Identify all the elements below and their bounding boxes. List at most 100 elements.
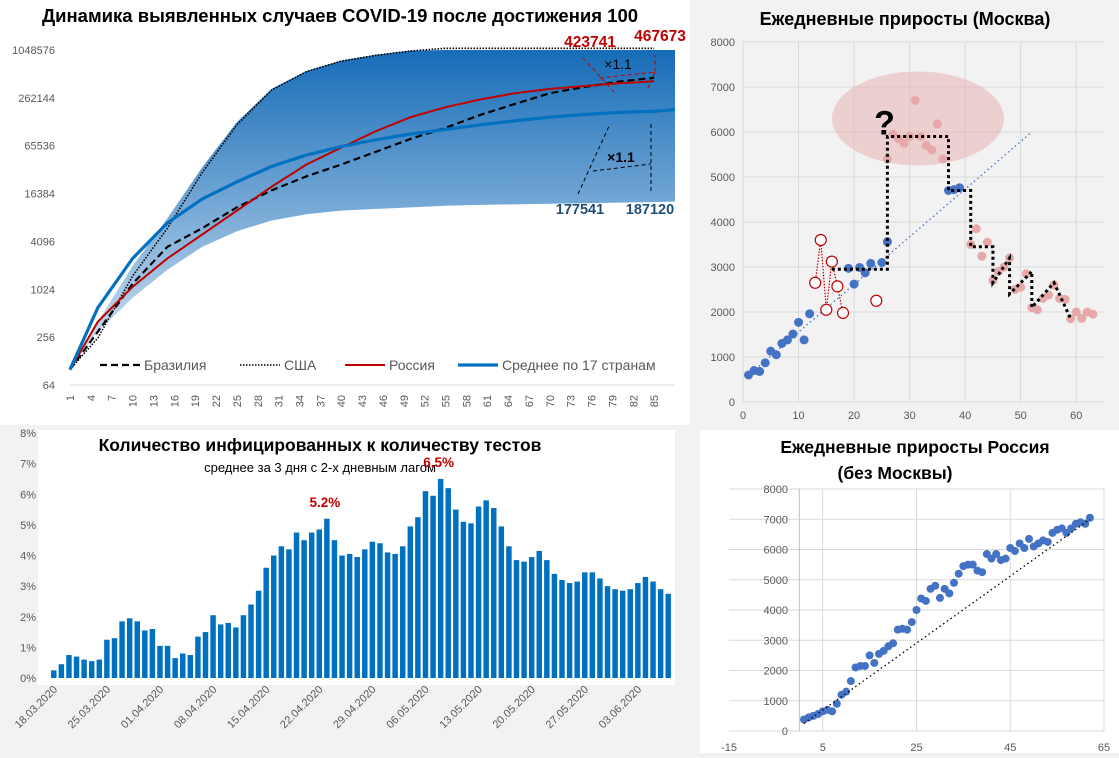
y-tick-label: 5000 xyxy=(711,172,735,184)
data-point xyxy=(1085,513,1094,522)
data-point xyxy=(870,658,879,667)
x-date-label: 25.03.2020 xyxy=(66,684,113,731)
data-point-hollow xyxy=(809,276,822,289)
y-tick-label: 4096 xyxy=(31,236,55,248)
x-tick-label: 65 xyxy=(1098,742,1110,753)
data-point xyxy=(932,119,942,129)
y-tick-label: 4000 xyxy=(764,605,788,617)
moscow-chart: Ежедневные приросты (Москва) 0 1000 2000 30… xyxy=(711,9,1104,422)
bar xyxy=(134,621,140,678)
x-tick-label: 16 xyxy=(169,395,181,407)
y-tick-label: 1000 xyxy=(764,696,788,708)
data-point-hollow xyxy=(836,306,850,319)
data-point-hollow xyxy=(825,255,838,268)
series-line-Бразилия xyxy=(69,76,655,371)
bar xyxy=(164,645,171,678)
data-point xyxy=(865,651,874,660)
bar xyxy=(240,615,247,678)
data-point xyxy=(799,335,809,345)
y-tick-label: 1000 xyxy=(711,352,735,364)
bar xyxy=(331,540,338,678)
x-date-label: 15.04.2020 xyxy=(225,684,272,731)
bar xyxy=(491,508,497,678)
y-tick-label: 65536 xyxy=(24,141,55,153)
x-tick-label: 76 xyxy=(587,395,599,407)
bar xyxy=(324,518,330,678)
growth-chart-panel: Динамика выявленных случаев COVID-19 пос… xyxy=(0,0,690,425)
x-tick-label: 60 xyxy=(1070,410,1082,422)
bar xyxy=(392,553,398,678)
bar xyxy=(460,521,467,678)
y-tick-label: 2% xyxy=(20,612,36,624)
y-tick-label: 2000 xyxy=(764,666,788,678)
y-tick-label: 7000 xyxy=(711,82,735,94)
bar xyxy=(369,541,376,678)
x-tick-label: 85 xyxy=(649,395,661,407)
chart-subtitle: среднее за 3 дня с 2-х дневным лагом xyxy=(204,460,436,475)
y-tick-label: 1048576 xyxy=(12,45,55,57)
y-tick-label: 3% xyxy=(20,581,36,593)
bar xyxy=(66,655,72,678)
y-tick-label: 7% xyxy=(20,459,36,471)
bar xyxy=(635,583,641,678)
x-tick-label: 10 xyxy=(128,395,140,407)
y-tick-label: 6000 xyxy=(711,127,735,139)
legend-label: Среднее по 17 странам xyxy=(502,357,656,373)
data-point xyxy=(1088,309,1098,319)
bar xyxy=(528,557,535,678)
data-point xyxy=(1032,305,1042,315)
y-tick-label: 7000 xyxy=(764,514,788,526)
bar xyxy=(255,590,262,678)
data-point xyxy=(935,593,944,602)
bar xyxy=(217,624,224,678)
y-tick-label: 8% xyxy=(20,428,36,440)
x-tick-label: 13 xyxy=(148,395,160,407)
bar xyxy=(157,645,163,678)
series-line-Среднее по 17 странам xyxy=(68,107,676,371)
data-point xyxy=(954,569,963,578)
x-date-label: 03.06.2020 xyxy=(597,684,644,731)
bar xyxy=(589,572,596,678)
bar xyxy=(521,561,527,678)
data-point xyxy=(771,350,781,360)
bar xyxy=(650,581,656,678)
data-point xyxy=(788,329,798,339)
data-point xyxy=(782,335,792,345)
bar xyxy=(415,517,421,678)
bar xyxy=(384,552,391,678)
annotation-multiplier: ×1.1 xyxy=(607,149,635,165)
bar xyxy=(58,664,65,678)
y-tick-label: 0 xyxy=(782,726,788,738)
data-point xyxy=(907,618,916,627)
bar xyxy=(566,583,573,678)
bar xyxy=(559,580,565,678)
annotation-lines-bottom xyxy=(577,123,652,195)
step-line xyxy=(831,135,1073,320)
data-point xyxy=(832,699,841,708)
bar xyxy=(377,543,383,678)
bar xyxy=(513,560,520,678)
data-point xyxy=(950,578,958,587)
data-point xyxy=(1043,537,1052,546)
bar xyxy=(51,670,57,678)
data-point xyxy=(931,581,940,590)
data-point xyxy=(978,568,987,577)
bar xyxy=(536,550,542,678)
y-tick-label: 0% xyxy=(20,673,36,685)
series-line-США xyxy=(69,47,655,371)
x-tick-label: 61 xyxy=(482,395,494,407)
bar xyxy=(263,567,269,678)
data-point xyxy=(755,366,765,376)
bar xyxy=(225,622,231,678)
positivity-chart: Количество инфицированных к количеству т… xyxy=(13,428,675,731)
x-date-label: 20.05.2020 xyxy=(491,684,538,731)
red-connector xyxy=(814,239,844,314)
data-point xyxy=(899,138,909,148)
bar xyxy=(88,661,95,678)
y-tick-label: 262144 xyxy=(18,93,55,105)
y-tick-label: 6% xyxy=(20,489,36,501)
bar xyxy=(430,495,436,678)
russia-chart: Ежедневные приросты Россия (без Москвы) … xyxy=(721,437,1110,754)
bar xyxy=(574,581,580,678)
trendline xyxy=(803,518,1091,724)
